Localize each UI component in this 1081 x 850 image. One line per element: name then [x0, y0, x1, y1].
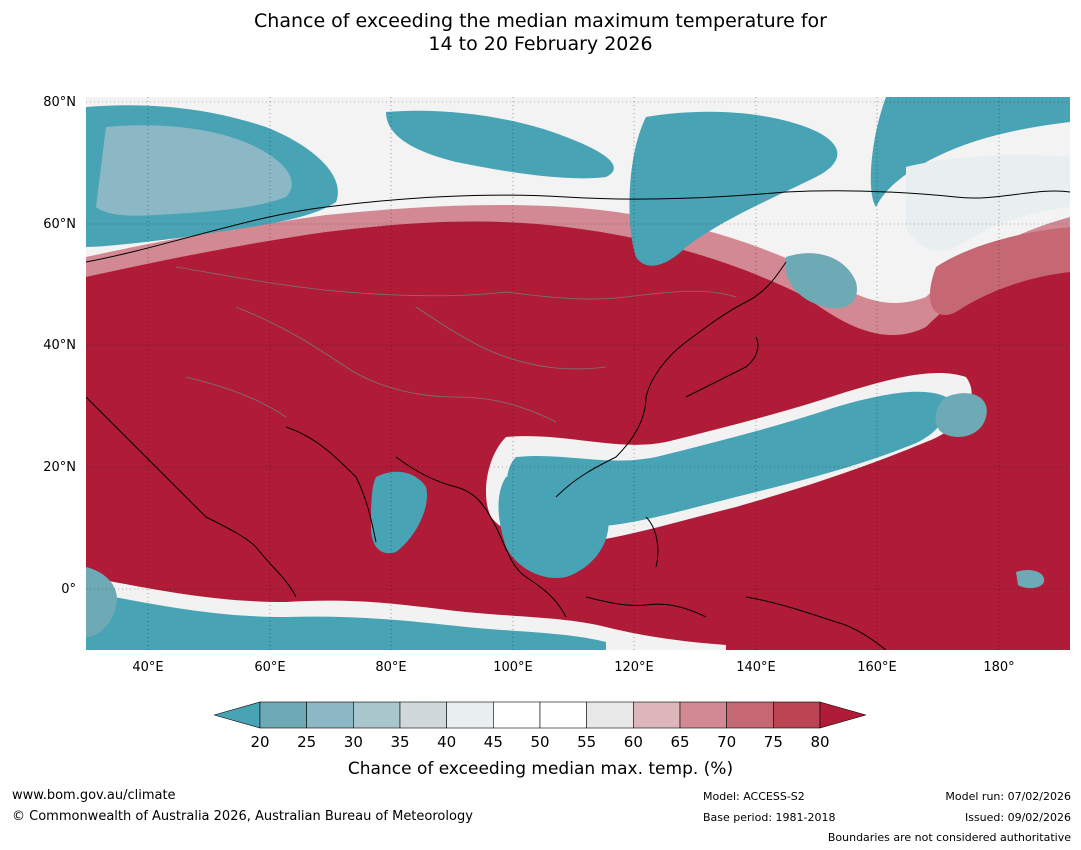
colorbar	[214, 701, 866, 729]
map-title: Chance of exceeding the median maximum t…	[0, 10, 1081, 56]
graticule	[86, 97, 1070, 650]
kamchatka-low-chance	[785, 253, 857, 309]
colorbar-tick-label: 20	[250, 733, 270, 751]
lat-label-60n: 60°N	[43, 217, 76, 232]
title-line-2: 14 to 20 February 2026	[428, 33, 653, 55]
boundaries-disclaimer: Boundaries are not considered authoritat…	[827, 831, 1071, 844]
colorbar-segment	[679, 701, 727, 729]
colorbar-segment	[539, 701, 587, 729]
south-china-sea-low-chance	[498, 473, 609, 578]
northeast-low-chance	[870, 97, 1070, 207]
colorbar-segment	[586, 701, 634, 729]
colorbar-segment	[493, 701, 541, 729]
pacific-low-chance-band	[506, 391, 947, 528]
colorbar-segment	[306, 701, 354, 729]
colorbar-segment	[353, 701, 401, 729]
colorbar-segment	[726, 701, 774, 729]
colorbar-segment	[773, 701, 821, 729]
southern-low-chance-band	[86, 592, 606, 650]
lat-label-20n: 20°N	[43, 460, 76, 475]
colorbar-tick-label: 25	[297, 733, 317, 751]
lon-label-80e: 80°E	[375, 660, 407, 675]
colorbar-segments	[214, 701, 866, 729]
pacific-far-east-low-chance	[935, 393, 987, 437]
colorbar-segment	[259, 701, 307, 729]
lon-label-120e: 120°E	[614, 660, 654, 675]
lon-label-140e: 140°E	[736, 660, 776, 675]
model-run-date: Model run: 07/02/2026	[945, 790, 1071, 803]
lon-label-60e: 60°E	[254, 660, 286, 675]
southwest-low-chance	[86, 567, 117, 637]
colorbar-tick-label: 35	[390, 733, 410, 751]
website-url: www.bom.gov.au/climate	[12, 788, 176, 803]
colorbar-tick-label: 60	[623, 733, 643, 751]
colorbar-tick-label: 75	[763, 733, 783, 751]
colorbar-tick-label: 40	[437, 733, 457, 751]
colorbar-segment	[446, 701, 494, 729]
lon-label-40e: 40°E	[132, 660, 164, 675]
arctic-low-chance-west-inner	[96, 125, 292, 216]
lon-label-180: 180°	[983, 660, 1015, 675]
model-name: Model: ACCESS-S2	[703, 790, 805, 803]
bay-of-bengal-low-chance	[371, 471, 427, 554]
lon-label-160e: 160°E	[857, 660, 897, 675]
arctic-low-chance-east	[629, 111, 838, 266]
coastlines	[86, 190, 1070, 650]
lon-label-100e: 100°E	[493, 660, 533, 675]
northeast-white-chance	[906, 155, 1070, 251]
copyright-notice: © Commonwealth of Australia 2026, Austra…	[12, 809, 473, 824]
base-period: Base period: 1981-2018	[703, 811, 836, 824]
colorbar-segment	[399, 701, 447, 729]
lat-label-80n: 80°N	[43, 95, 76, 110]
title-line-1: Chance of exceeding the median maximum t…	[254, 10, 827, 32]
lat-label-40n: 40°N	[43, 338, 76, 353]
colorbar-label: Chance of exceeding median max. temp. (%…	[347, 759, 734, 779]
colorbar-tick-label: 45	[483, 733, 503, 751]
colorbar-extend-low	[214, 701, 261, 729]
colorbar-tick-label: 30	[343, 733, 363, 751]
colorbar-segment	[633, 701, 681, 729]
issued-date: Issued: 09/02/2026	[964, 811, 1071, 824]
arctic-low-chance-central	[386, 110, 614, 179]
colorbar-tick-label: 55	[577, 733, 597, 751]
pink-transition-east	[929, 227, 1070, 315]
colorbar-extend-high	[819, 701, 866, 729]
east-pacific-small-low-chance	[1016, 570, 1045, 589]
colorbar-tick-label: 70	[717, 733, 737, 751]
temperature-probability-map	[86, 97, 1070, 650]
colorbar-tick-label: 65	[670, 733, 690, 751]
colorbar-tick-label: 50	[530, 733, 550, 751]
lat-label-0: 0°	[61, 582, 76, 597]
country-borders	[175, 266, 737, 423]
colorbar-tick-label: 80	[810, 733, 830, 751]
